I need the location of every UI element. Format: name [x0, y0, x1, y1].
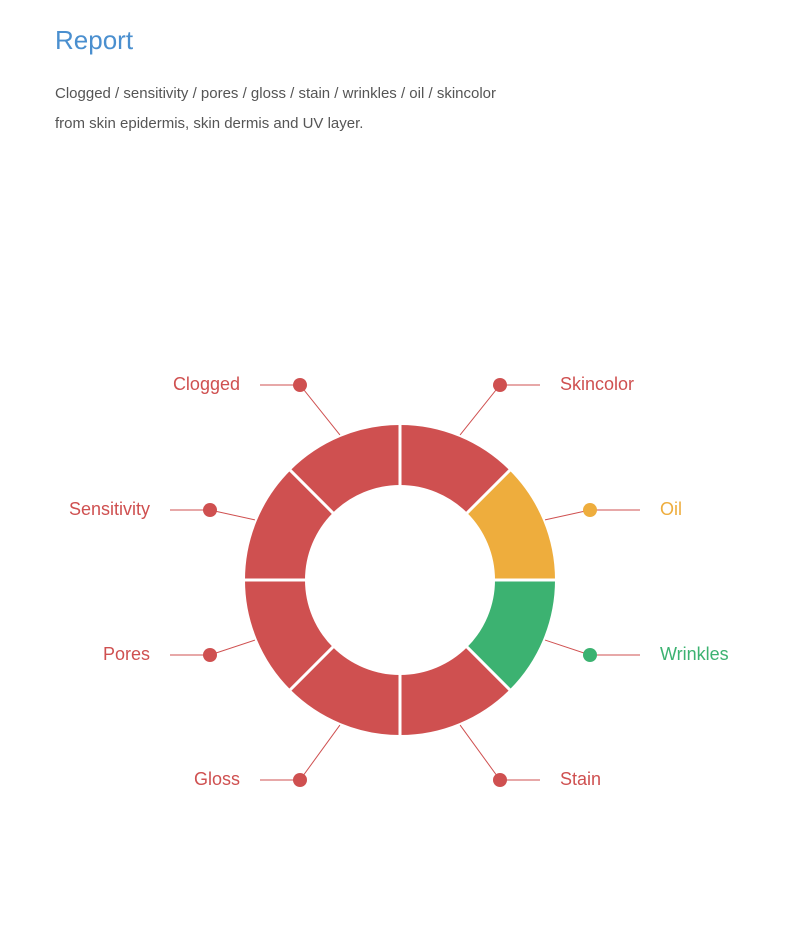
leader-dot-clogged	[293, 378, 307, 392]
subtitle-line-2: from skin epidermis, skin dermis and UV …	[55, 112, 363, 136]
leader-dot-pores	[203, 648, 217, 662]
donut-chart: Skincolor Oil Wrinkles Stain Gloss Pores Sensi…	[0, 300, 800, 860]
leader-dot-stain	[493, 773, 507, 787]
leader-dot-skincolor	[493, 378, 507, 392]
subtitle-line-1: Clogged / sensitivity / pores / gloss / …	[55, 82, 496, 106]
leader-dot-wrinkles	[583, 648, 597, 662]
leader-dot-sensitivity	[203, 503, 217, 517]
leader-line-stain	[460, 725, 540, 780]
segment-label-sensitivity: Sensitivity	[69, 499, 150, 519]
segment-label-stain: Stain	[560, 769, 601, 789]
leader-line-skincolor	[460, 385, 540, 435]
leader-dot-gloss	[293, 773, 307, 787]
segment-label-clogged: Clogged	[173, 374, 240, 394]
leader-dot-oil	[583, 503, 597, 517]
leader-line-clogged	[260, 385, 340, 435]
segment-label-gloss: Gloss	[194, 769, 240, 789]
leader-line-gloss	[260, 725, 340, 780]
segment-label-oil: Oil	[660, 499, 682, 519]
segment-label-pores: Pores	[103, 644, 150, 664]
page-title: Report	[55, 25, 133, 56]
segment-label-skincolor: Skincolor	[560, 374, 634, 394]
segment-label-wrinkles: Wrinkles	[660, 644, 729, 664]
